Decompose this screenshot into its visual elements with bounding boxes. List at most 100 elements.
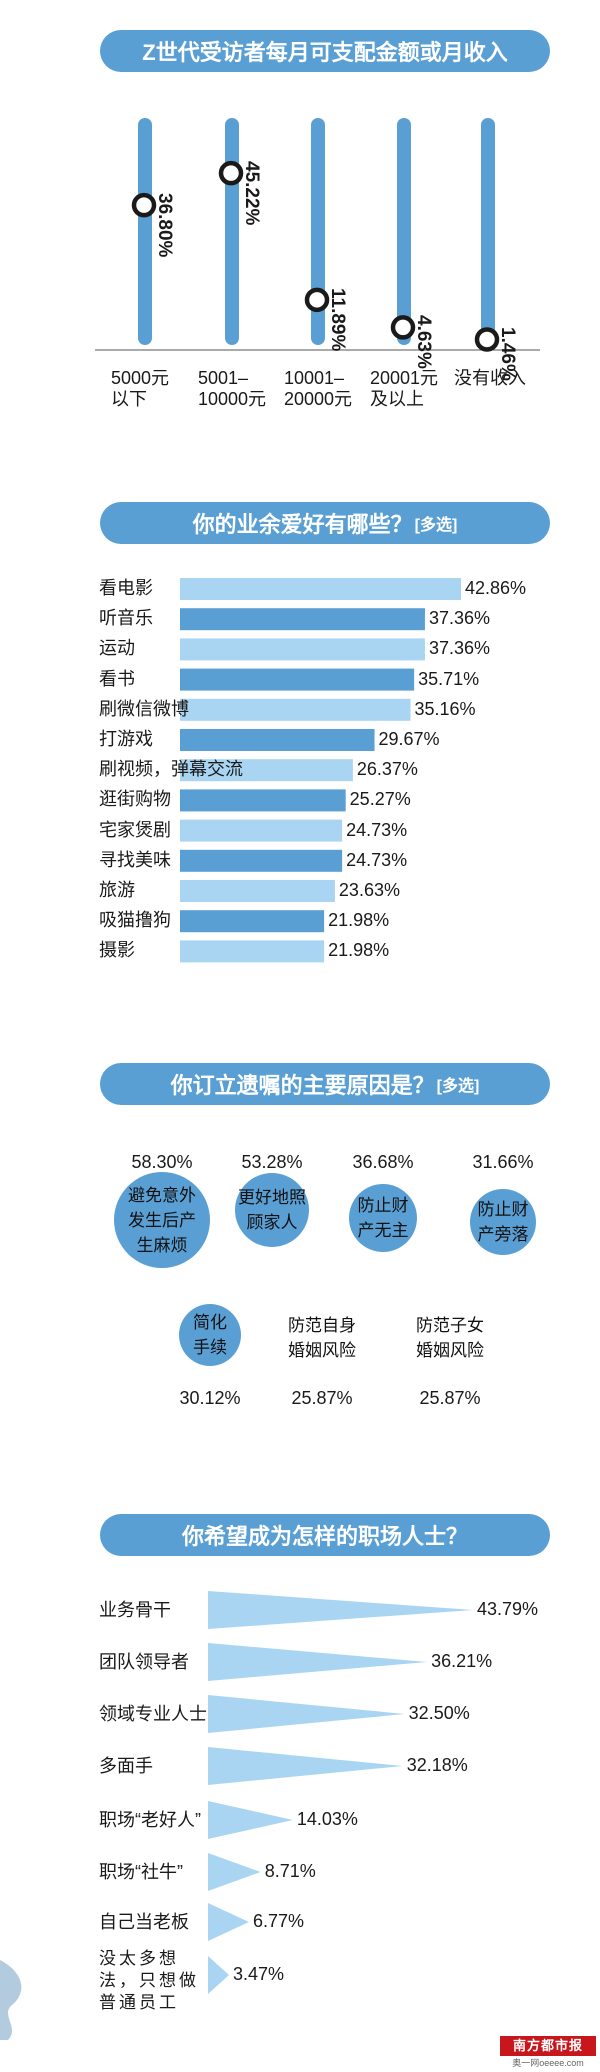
category-label: 20001元 及以上: [370, 368, 438, 410]
value-label: 36.80%: [154, 193, 175, 258]
pillar: [397, 118, 411, 345]
career-label: 业务骨干: [99, 1600, 171, 1620]
category-label-line: 以下: [111, 389, 147, 409]
hobby-value: 24.73%: [346, 849, 408, 870]
career-value: 8.71%: [264, 1861, 316, 1881]
reason-bubble: 简化 手续: [179, 1304, 241, 1366]
career-label: 自己当老板: [99, 1912, 189, 1932]
hobby-label: 刷微信微博: [99, 698, 189, 719]
category-label-line: 10000元: [198, 389, 267, 409]
hobby-value: 37.36%: [428, 638, 490, 659]
value-marker: [474, 327, 500, 352]
hobby-bar: [180, 910, 325, 933]
career-label: 职场“社牛”: [99, 1862, 183, 1882]
value-label: 45.22%: [241, 161, 262, 226]
hobby-label: 刷视频，弹幕交流: [99, 759, 243, 780]
career-value: 3.47%: [232, 1964, 285, 1984]
value-marker: [304, 287, 330, 313]
career-triangle: [208, 1747, 403, 1785]
career-triangle: [208, 1801, 293, 1839]
reason-bubble: 防止财 产旁落: [470, 1189, 536, 1255]
hobby-label: 看电影: [99, 578, 153, 598]
career-triangle: [208, 1903, 249, 1941]
career-triangle: [208, 1853, 261, 1891]
category-label-line: 5000元: [111, 368, 170, 388]
career-triangle: [208, 1695, 405, 1733]
career-triangle: [208, 1643, 428, 1681]
category-label-line: 20001元: [370, 368, 439, 388]
hobby-bar: [180, 698, 411, 721]
career-label: 多面手: [99, 1756, 153, 1776]
hobby-bar: [180, 668, 415, 691]
value-marker: [390, 315, 416, 340]
career-value: 43.79%: [477, 1599, 539, 1619]
career-value: 6.77%: [252, 1911, 305, 1931]
career-label: 职场“老好人”: [99, 1810, 201, 1830]
hobby-bar: [180, 608, 425, 631]
reason-label: 防范自身 婚姻风险: [288, 1316, 356, 1360]
reason-value: 58.30%: [131, 1152, 193, 1172]
career-value: 14.03%: [296, 1809, 358, 1829]
hobby-bar: [180, 880, 335, 902]
reason-value: 25.87%: [291, 1388, 353, 1408]
reason-value: 31.66%: [472, 1152, 534, 1172]
hobby-bar: [180, 759, 353, 782]
section2-title: 你的业余爱好有哪些？ [多选]: [100, 502, 550, 544]
hobby-value: 37.36%: [428, 608, 490, 629]
hobby-bar: [180, 789, 346, 812]
hobby-bar: [180, 940, 325, 963]
hobby-value: 23.63%: [338, 880, 400, 900]
hobby-value: 42.86%: [465, 578, 527, 598]
career-triangle: [208, 1591, 473, 1629]
category-label: 5000元 以下: [111, 368, 169, 410]
hobby-label: 旅游: [99, 880, 135, 900]
hobby-label: 寻找美味: [99, 849, 171, 870]
pillar: [138, 118, 152, 345]
reason-value: 36.68%: [352, 1152, 414, 1172]
hobby-label: 运动: [99, 638, 135, 659]
hobby-value: 35.71%: [418, 668, 480, 689]
value-marker: [131, 192, 157, 218]
category-label-line: 及以上: [370, 389, 424, 409]
reason-value: 30.12%: [179, 1388, 241, 1408]
hobby-value: 35.16%: [414, 698, 476, 719]
reason-value: 53.28%: [241, 1152, 303, 1172]
hobby-label: 看书: [99, 668, 135, 689]
career-label: 领域专业人士: [99, 1704, 207, 1724]
category-label: 10001– 20000元: [284, 368, 352, 410]
career-label: 没太多想 法，只想做 普通员工: [99, 1949, 199, 2012]
hobby-label: 逛街购物: [99, 789, 171, 810]
career-value: 32.50%: [408, 1703, 470, 1723]
value-marker: [218, 160, 244, 186]
career-label: 团队领导者: [99, 1652, 189, 1672]
hobby-bar: [180, 729, 375, 751]
wave-decoration-icon: [0, 1960, 22, 2040]
hobby-label: 吸猫撸狗: [99, 910, 171, 931]
reason-bubble: 防止财 产无主: [349, 1184, 417, 1252]
section3-title: 你订立遗嘱的主要原因是？ [多选]: [100, 1063, 550, 1105]
hobby-value: 24.73%: [346, 819, 408, 840]
hobby-label: 听音乐: [99, 608, 153, 629]
hobby-bar: [180, 819, 343, 842]
newspaper-logo: 南方都市报 奥一网oeeee.com: [500, 2036, 596, 2072]
hobby-bar: [180, 849, 343, 872]
income-chart: [95, 118, 540, 352]
category-label-line: 20000元: [284, 389, 353, 409]
hobby-value: 21.98%: [328, 940, 390, 961]
section4-title: 你希望成为怎样的职场人士？: [100, 1514, 550, 1556]
value-label: 11.89%: [327, 287, 348, 352]
category-label: 5001– 10000元: [198, 368, 266, 410]
hobby-value: 29.67%: [378, 729, 440, 749]
value-label: 4.63%: [413, 315, 434, 370]
reason-bubble: 避免意外 发生后产 生麻烦: [114, 1172, 210, 1268]
hobby-value: 26.37%: [356, 759, 418, 780]
hobby-label: 摄影: [99, 940, 135, 961]
hobby-value: 21.98%: [328, 910, 390, 931]
hobby-bar: [180, 578, 461, 600]
pillar: [481, 118, 495, 345]
career-triangle: [208, 1956, 229, 1994]
hobby-value: 25.27%: [349, 789, 411, 810]
career-value: 36.21%: [431, 1651, 493, 1671]
category-label-line: 10001–: [284, 368, 345, 388]
